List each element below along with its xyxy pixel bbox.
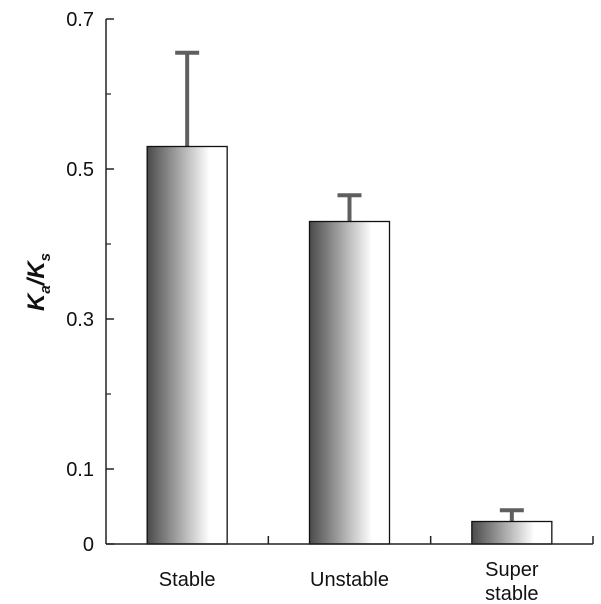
x-category-labels: Stable Unstable Super stable [159,559,539,604]
y-axis-title-slash: / [23,276,50,286]
y-axis-ticks [106,18,114,545]
bars [146,145,553,545]
y-tick-labels: 0 0.1 0.3 0.5 0.7 [66,9,94,556]
x-category-label: Stable [159,569,216,591]
bar [308,220,391,545]
error-bars [175,50,524,522]
y-tick-label: 0.1 [66,459,94,481]
y-axis-title-k1: K [23,292,50,311]
x-category-label: Unstable [310,569,389,591]
y-axis-title: Ka/Ks [23,253,54,311]
x-category-label-line: Unstable [310,569,389,591]
y-tick-label: 0.5 [66,159,94,181]
y-axis-title-k2: K [23,260,50,279]
y-axis-title-sub-a: a [37,285,54,293]
x-category-label-line: Super [485,559,539,581]
x-category-label: Super stable [485,559,539,604]
bar [146,145,228,545]
x-category-label-line: stable [485,583,538,604]
y-tick-label: 0.3 [66,309,94,331]
bar [471,520,553,545]
y-tick-label: 0 [83,534,94,556]
x-category-label-line: Stable [159,569,216,591]
y-axis-title-sub-s: s [37,253,54,261]
x-axis-ticks [267,536,594,544]
y-tick-label: 0.7 [66,9,94,31]
